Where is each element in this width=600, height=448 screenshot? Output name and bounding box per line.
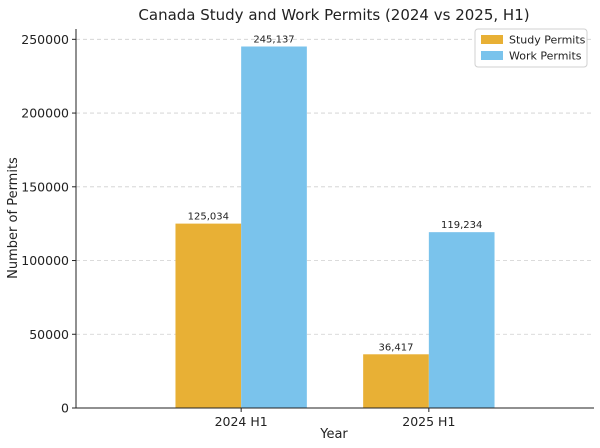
y-tick-label: 150000 xyxy=(21,179,69,194)
data-label: 119,234 xyxy=(441,220,482,231)
bar-work-permits xyxy=(428,232,495,408)
y-tick-label: 50000 xyxy=(29,327,69,342)
y-tick-label: 100000 xyxy=(21,253,69,268)
axes xyxy=(75,29,594,409)
chart-title: Canada Study and Work Permits (2024 vs 2… xyxy=(138,6,529,24)
data-label: 125,034 xyxy=(188,212,229,223)
legend-swatch xyxy=(481,35,503,44)
legend-label: Work Permits xyxy=(509,50,582,63)
bars xyxy=(175,46,495,408)
x-tick-label: 2025 H1 xyxy=(402,414,455,429)
y-tick-label: 250000 xyxy=(21,32,69,47)
y-tick-label: 200000 xyxy=(21,106,69,121)
legend-label: Study Permits xyxy=(509,34,586,47)
x-axis-label: Year xyxy=(319,427,348,442)
y-ticks: 0 50000 100000 150000 200000 250000 xyxy=(21,32,76,416)
x-ticks: 2024 H1 2025 H1 xyxy=(215,408,455,429)
y-axis-label: Number of Permits xyxy=(6,157,21,279)
data-label: 36,417 xyxy=(378,342,413,353)
bar-work-permits xyxy=(241,46,307,408)
legend: Study Permits Work Permits xyxy=(474,28,588,68)
grid xyxy=(76,38,594,409)
data-label: 245,137 xyxy=(253,34,294,45)
x-tick-label: 2024 H1 xyxy=(215,414,268,429)
y-tick-label: 0 xyxy=(61,401,69,416)
legend-swatch xyxy=(481,51,503,60)
bar-study-permits xyxy=(363,354,429,408)
bar-study-permits xyxy=(175,223,242,408)
data-labels: 125,034 245,137 36,417 119,234 xyxy=(188,34,483,353)
